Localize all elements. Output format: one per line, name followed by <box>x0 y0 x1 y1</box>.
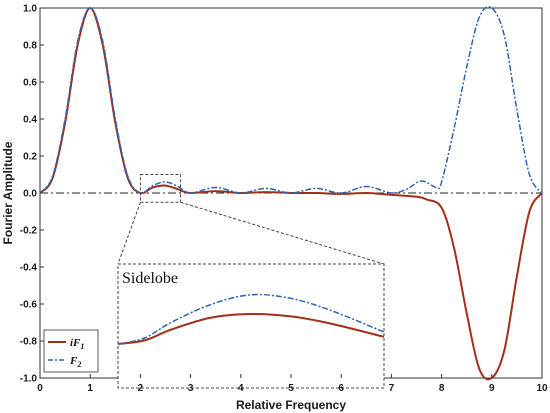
x-tick-label: 3 <box>188 383 194 394</box>
y-tick-label: 0.8 <box>23 41 37 52</box>
x-tick-label: 6 <box>338 383 344 394</box>
x-tick-label: 7 <box>389 383 395 394</box>
x-tick-label: 2 <box>138 383 144 394</box>
zoom-region-box <box>139 174 182 203</box>
inset-series-line-F2 <box>117 293 385 345</box>
x-tick-label: 8 <box>439 383 445 394</box>
x-axis-ticks: 0 1 2 3 4 5 6 7 8 9 10 <box>37 374 548 394</box>
y-tick-label: 0.2 <box>23 152 37 163</box>
legend-label-F2: F2 <box>69 355 81 369</box>
zoom-connector-line <box>180 201 385 265</box>
y-tick-label: -0.2 <box>20 226 38 237</box>
legend-box <box>43 329 99 373</box>
y-tick-label: 0.4 <box>23 115 37 126</box>
x-tick-label: 1 <box>87 383 93 394</box>
legend: iF1 F2 <box>43 329 99 373</box>
y-tick-label: -0.6 <box>20 300 38 311</box>
y-tick-label: 0.6 <box>23 78 37 89</box>
y-tick-label: 1.0 <box>23 4 37 15</box>
inset-series-line-iF1 <box>117 312 385 345</box>
y-tick-label: -0.8 <box>20 337 38 348</box>
x-tick-label: 0 <box>37 383 43 394</box>
y-tick-label: 0.0 <box>23 189 37 200</box>
y-axis-title: Fourier Amplitude <box>1 141 15 244</box>
inset-title: Sidelobe <box>122 270 178 287</box>
x-tick-label: 5 <box>288 383 294 394</box>
legend-label-iF1: iF1 <box>70 337 84 351</box>
y-axis-ticks: 1.0 0.8 0.6 0.4 0.2 0.0 -0.2 -0.4 -0.6 -0.8 -1.0 <box>20 4 44 385</box>
y-tick-label: -1.0 <box>20 374 38 385</box>
zoom-connector-line <box>117 202 141 265</box>
x-tick-label: 10 <box>536 383 548 394</box>
x-tick-label: 9 <box>489 383 495 394</box>
inset-panel: Sidelobe <box>117 263 385 389</box>
x-axis-title: Relative Frequency <box>236 398 346 412</box>
x-tick-label: 4 <box>238 383 244 394</box>
series-line-iF1 <box>39 6 543 381</box>
series-line-F2 <box>39 6 543 194</box>
y-tick-label: -0.4 <box>20 263 38 274</box>
